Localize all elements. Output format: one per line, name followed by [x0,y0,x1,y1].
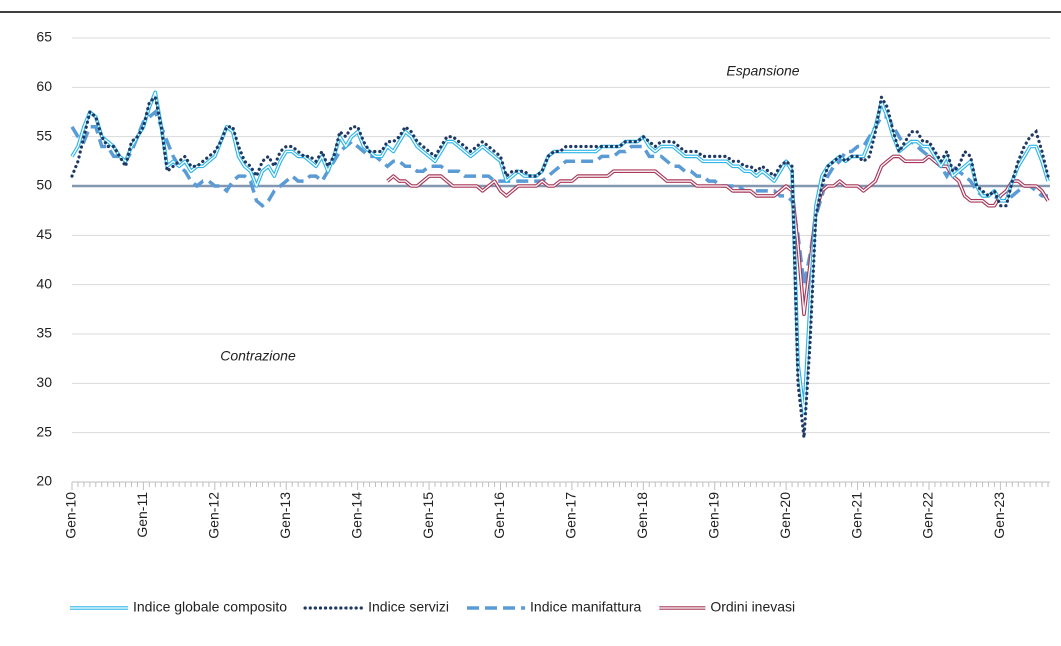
x-tick-label: Gen-15 [420,492,436,539]
x-tick-label: Gen-19 [705,492,721,539]
y-tick-label: 30 [36,374,52,390]
x-tick-label: Gen-13 [277,492,293,539]
annotation: Espansione [726,63,799,79]
x-tick-label: Gen-12 [206,492,222,539]
series-line [70,109,1048,286]
legend-label: Ordini inevasi [710,599,795,615]
legend-label: Indice servizi [368,599,449,615]
x-tick-label: Gen-17 [563,492,579,539]
annotation: Contrazione [220,348,296,364]
series-line [70,90,1050,415]
legend-label: Indice globale composito [133,599,287,615]
x-tick-label: Gen-22 [920,492,936,539]
y-tick-label: 60 [36,78,52,94]
x-tick-label: Gen-11 [134,492,150,538]
y-tick-label: 55 [36,127,52,143]
y-tick-label: 65 [36,29,52,45]
x-tick-label: Gen-21 [848,492,864,539]
x-tick-label: Gen-16 [491,492,507,539]
series-line [70,92,1050,438]
y-tick-label: 45 [36,226,52,242]
x-tick-label: Gen-18 [634,492,650,539]
x-tick-label: Gen-23 [991,492,1007,539]
y-tick-label: 35 [36,325,52,341]
legend-label: Indice manifattura [530,599,641,615]
y-tick-label: 50 [36,177,52,193]
x-tick-label: Gen-14 [348,492,364,539]
x-tick-label: Gen-10 [63,492,79,539]
x-tick-label: Gen-20 [777,492,793,539]
y-tick-label: 20 [36,473,52,489]
y-tick-label: 40 [36,275,52,291]
y-tick-label: 25 [36,423,52,439]
series-line-core [71,91,1049,414]
